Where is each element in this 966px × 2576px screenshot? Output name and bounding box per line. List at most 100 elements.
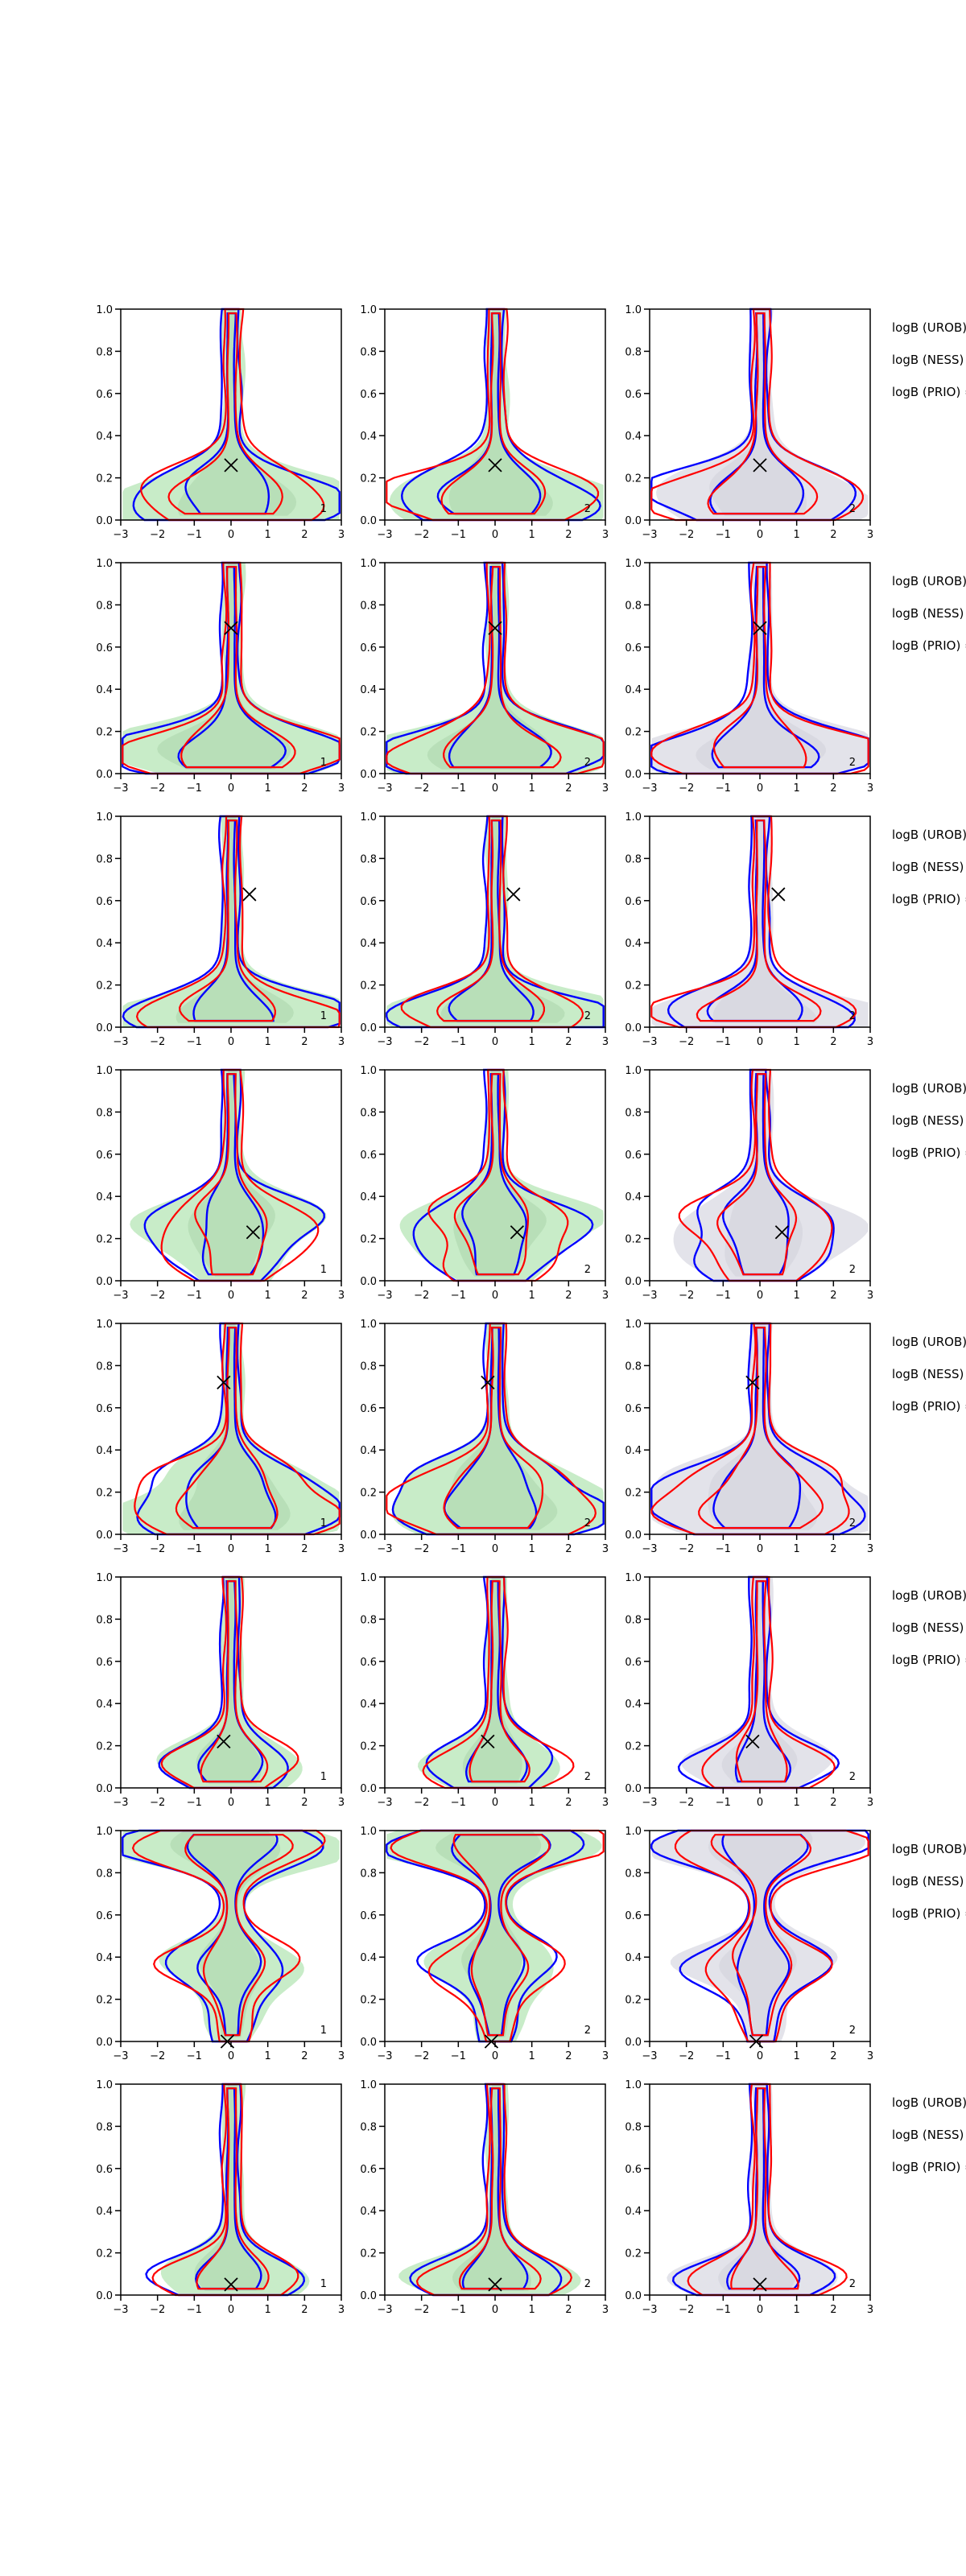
- y-tick-label: 0.8: [96, 1360, 113, 1373]
- x-tick-label: −2: [414, 1797, 429, 1809]
- x-tick-label: −1: [716, 1543, 731, 1555]
- filled-density-core: [194, 2084, 267, 2291]
- x-tick-label: 2: [301, 2304, 308, 2316]
- red-inner-contour: [712, 566, 807, 769]
- x-tick-label: 0: [228, 1290, 234, 1302]
- y-tick-label: 0.0: [360, 1530, 377, 1542]
- panel-r1-c2: −3 −2 −1 0 1 2 3 0.0 0.2 0.4 0.6 0.8 1.0 2: [360, 304, 609, 541]
- filled-density-region: [673, 1070, 869, 1281]
- y-tick-label: 0.0: [96, 769, 113, 781]
- x-tick-label: −1: [716, 1797, 731, 1809]
- red-inner-contour: [180, 566, 296, 769]
- y-tick-label: 0.8: [360, 1868, 377, 1880]
- y-tick-label: 0.0: [96, 1530, 113, 1542]
- y-tick-label: 0.2: [360, 1234, 377, 1246]
- true-value-marker: [481, 1375, 495, 1389]
- y-tick-label: 0.6: [96, 1910, 113, 1922]
- true-value-marker: [753, 458, 767, 473]
- y-tick-label: 0.2: [625, 1995, 642, 2007]
- y-tick-label: 0.0: [96, 1276, 113, 1288]
- x-tick-label: 0: [757, 1543, 763, 1555]
- panel-tag: 2: [849, 2025, 856, 2037]
- x-tick-label: 2: [301, 1543, 308, 1555]
- true-value-marker: [488, 621, 502, 635]
- y-tick-label: 1.0: [360, 1572, 377, 1584]
- true-value-marker: [224, 621, 238, 635]
- x-tick-label: 2: [830, 1543, 836, 1555]
- x-tick-label: −1: [187, 2304, 202, 2316]
- y-tick-label: 0.0: [360, 1783, 377, 1795]
- panel-r1-c3: −3 −2 −1 0 1 2 3 0.0 0.2 0.4 0.6 0.8 1.0 2: [625, 304, 873, 541]
- x-tick-label: 2: [830, 1290, 836, 1302]
- y-tick-label: 1.0: [360, 2079, 377, 2091]
- x-tick-label: 2: [565, 1290, 572, 1302]
- x-tick-label: −3: [113, 2050, 128, 2062]
- y-tick-label: 0.8: [360, 600, 377, 612]
- x-tick-label: 2: [830, 2050, 836, 2062]
- x-tick-label: −3: [377, 2050, 392, 2062]
- y-tick-label: 0.8: [625, 600, 642, 612]
- x-tick-label: −2: [150, 1290, 165, 1302]
- true-value-marker: [217, 1375, 231, 1389]
- red-inner-contour: [452, 1834, 551, 2037]
- y-tick-label: 0.6: [360, 1403, 377, 1415]
- y-tick-label: 0.6: [96, 389, 113, 401]
- red-inner-contour: [196, 2087, 270, 2290]
- y-tick-label: 0.4: [96, 2206, 113, 2218]
- x-tick-label: 1: [265, 782, 271, 795]
- y-tick-label: 0.2: [625, 1741, 642, 1753]
- panel-r7-c1: −3 −2 −1 0 1 2 3 0.0 0.2 0.4 0.6 0.8 1.0 1: [96, 1826, 345, 2062]
- filled-density-core: [196, 1577, 262, 1784]
- row-legend-text: logB (NESS) =: [892, 1367, 966, 1381]
- row-legend-text: logB (PRIO) =: [892, 1906, 966, 1921]
- red-inner-contour: [469, 1580, 530, 1783]
- y-tick-label: 0.4: [625, 684, 642, 696]
- panel-r1-c1: −3 −2 −1 0 1 2 3 0.0 0.2 0.4 0.6 0.8 1.0 1: [96, 304, 345, 541]
- x-tick-label: −2: [679, 782, 694, 795]
- x-tick-label: −1: [716, 2304, 731, 2316]
- panel-r5-c2: −3 −2 −1 0 1 2 3 0.0 0.2 0.4 0.6 0.8 1.0 2: [360, 1319, 609, 1555]
- x-tick-label: −1: [451, 1036, 466, 1048]
- red-inner-contour: [453, 1073, 530, 1276]
- y-tick-label: 0.4: [625, 1445, 642, 1457]
- x-tick-label: 0: [757, 529, 763, 541]
- y-tick-label: 0.2: [625, 727, 642, 739]
- y-tick-label: 0.4: [625, 1699, 642, 1711]
- y-tick-label: 0.2: [96, 1995, 113, 2007]
- x-tick-label: 1: [265, 1543, 271, 1555]
- x-tick-label: 0: [757, 1036, 763, 1048]
- x-tick-label: −1: [716, 1036, 731, 1048]
- panel-r8-c1: −3 −2 −1 0 1 2 3 0.0 0.2 0.4 0.6 0.8 1.0 1: [96, 2079, 345, 2316]
- y-tick-label: 0.6: [360, 1150, 377, 1162]
- row-legend-text: logB (UROB): [892, 1081, 966, 1096]
- y-tick-label: 1.0: [96, 558, 113, 570]
- x-tick-label: 1: [265, 529, 271, 541]
- row-legend-text: logB (UROB): [892, 828, 966, 842]
- y-tick-label: 1.0: [625, 1319, 642, 1331]
- filled-density-core: [427, 563, 553, 770]
- x-tick-label: 1: [794, 2304, 800, 2316]
- y-tick-label: 0.0: [625, 1783, 642, 1795]
- y-tick-label: 1.0: [625, 811, 642, 824]
- x-tick-label: −3: [377, 1797, 392, 1809]
- x-tick-label: 1: [794, 1036, 800, 1048]
- red-inner-contour: [442, 566, 562, 769]
- red-inner-contour: [710, 1834, 812, 2037]
- panel-tag: 2: [584, 2025, 591, 2037]
- x-tick-label: −3: [113, 1036, 128, 1048]
- true-value-marker: [217, 1734, 231, 1748]
- y-tick-label: 0.6: [625, 896, 642, 908]
- x-tick-label: 1: [794, 1797, 800, 1809]
- panel-r2-c2: −3 −2 −1 0 1 2 3 0.0 0.2 0.4 0.6 0.8 1.0 2: [360, 558, 609, 795]
- x-tick-label: −3: [113, 1797, 128, 1809]
- x-tick-label: −3: [377, 1543, 392, 1555]
- x-tick-label: −3: [377, 529, 392, 541]
- y-tick-label: 0.6: [360, 1657, 377, 1669]
- x-tick-label: −2: [679, 1290, 694, 1302]
- x-tick-label: −3: [377, 782, 392, 795]
- y-tick-label: 0.8: [96, 1868, 113, 1880]
- x-tick-label: 1: [794, 1543, 800, 1555]
- panel-tag: 2: [849, 503, 856, 515]
- y-tick-label: 0.2: [625, 2248, 642, 2260]
- x-tick-label: 2: [565, 1543, 572, 1555]
